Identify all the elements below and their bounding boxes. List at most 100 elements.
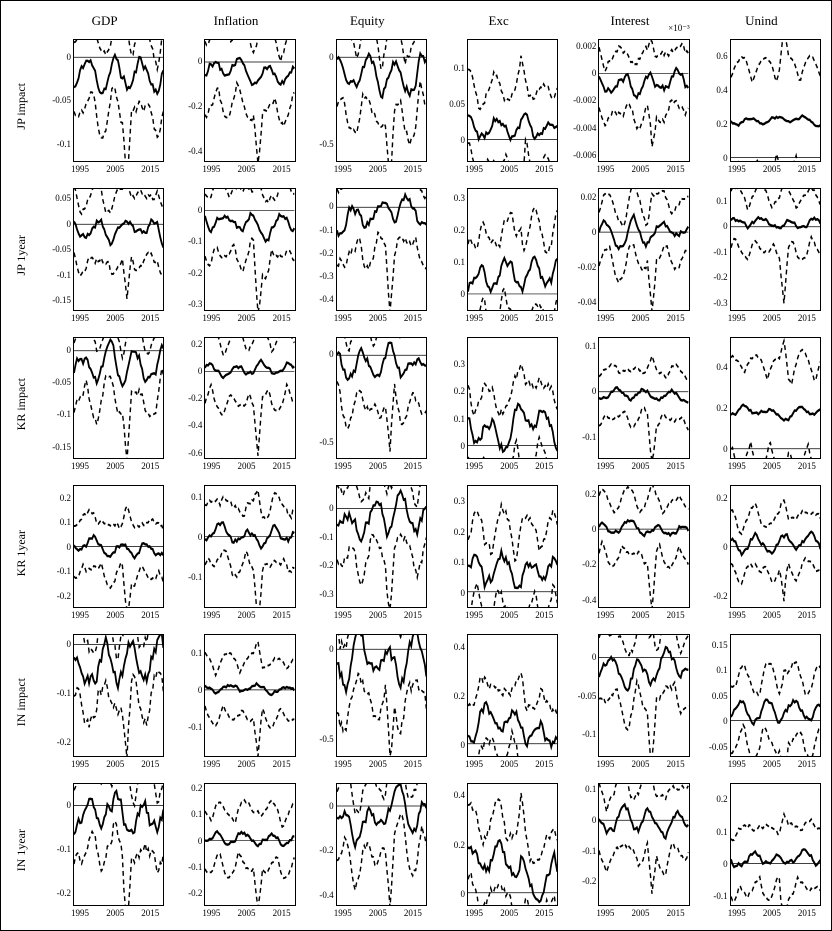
- ytick-label: -0.04: [578, 297, 597, 307]
- ytick-label: -0.05: [709, 742, 728, 752]
- ytick-label: 0: [198, 836, 203, 846]
- panel-JP_impact-exc: 0.10.050199520052015: [437, 35, 560, 178]
- ytick-label: 0: [67, 219, 72, 229]
- ytick-label: -0.2: [57, 888, 71, 898]
- panel-IN_impact-inflation: 0.10-0.1199520052015: [174, 630, 297, 773]
- xtick-label: 2005: [763, 610, 781, 620]
- xtick-label: 1995: [728, 461, 746, 471]
- xtick-label: 2015: [535, 759, 553, 769]
- xtick-label: 1995: [465, 313, 483, 323]
- ytick-label: 0.1: [191, 648, 202, 658]
- ytick-label: -0.1: [57, 409, 71, 419]
- ytick-label: 0.05: [712, 691, 728, 701]
- ytick-label: 0: [67, 639, 72, 649]
- xtick-label: 2005: [632, 759, 650, 769]
- xtick-label: 1995: [202, 610, 220, 620]
- xtick-label: 2005: [632, 610, 650, 620]
- xtick-label: 2015: [141, 759, 159, 769]
- ytick-label: 0: [592, 652, 597, 662]
- xtick-label: 1995: [334, 164, 352, 174]
- xtick-label: 2005: [500, 461, 518, 471]
- ytick-label: -0.3: [319, 589, 333, 599]
- ytick-label: -0.2: [319, 845, 333, 855]
- ytick-label: -0.5: [319, 734, 333, 744]
- xtick-label: 2005: [369, 461, 387, 471]
- ytick-label: 0: [461, 289, 466, 299]
- ytick-label: 0: [461, 740, 466, 750]
- xtick-label: 2015: [404, 313, 422, 323]
- xtick-label: 2005: [106, 461, 124, 471]
- xtick-label: 2015: [404, 908, 422, 918]
- ytick-label: -0.1: [57, 270, 71, 280]
- xtick-label: 2005: [763, 908, 781, 918]
- xtick-label: 2005: [238, 461, 256, 471]
- ytick-label: -0.1: [188, 236, 202, 246]
- xtick-label: 1995: [334, 610, 352, 620]
- panel-KR_impact-gdp: 0-0.05-0.1-0.15199520052015: [43, 333, 166, 476]
- ytick-label: 0: [198, 366, 203, 376]
- ytick-label: -0.2: [57, 737, 71, 747]
- xtick-label: 2015: [404, 759, 422, 769]
- xtick-label: 1995: [596, 908, 614, 918]
- ytick-label: -0.1: [57, 566, 71, 576]
- xtick-label: 2015: [273, 908, 291, 918]
- panel-KR_1year-exc: 0.30.20.10199520052015: [437, 481, 560, 624]
- xtick-label: 2005: [632, 164, 650, 174]
- ytick-label: -0.05: [52, 244, 71, 254]
- ytick-label: 0.2: [191, 783, 202, 793]
- xtick-label: 2005: [500, 908, 518, 918]
- xtick-label: 2015: [404, 164, 422, 174]
- ytick-label: 0: [592, 386, 597, 396]
- ytick-label: 0: [723, 153, 728, 163]
- xtick-label: 2005: [106, 759, 124, 769]
- panel-KR_1year-gdp: 0.20.10-0.1-0.2199520052015: [43, 481, 166, 624]
- panel-IN_1year-inflation: 0.20.10-0.1-0.2199520052015: [174, 779, 297, 922]
- xtick-label: 2005: [369, 759, 387, 769]
- ytick-label: 0.6: [716, 51, 727, 61]
- row-header-JP_impact: JP impact: [15, 83, 28, 130]
- xtick-label: 2015: [798, 610, 816, 620]
- xtick-label: 2015: [798, 164, 816, 174]
- panel-JP_1year-gdp: 0.050-0.05-0.1-0.15199520052015: [43, 184, 166, 327]
- xtick-label: 2005: [763, 461, 781, 471]
- panel-KR_impact-interest: 0.10-0.1199520052015: [568, 333, 691, 476]
- panel-JP_1year-exc: 0.30.20.10199520052015: [437, 184, 560, 327]
- ytick-label: -0.1: [188, 572, 202, 582]
- ytick-label: 0.2: [454, 840, 465, 850]
- ytick-label: -0.2: [188, 268, 202, 278]
- ytick-label: -0.1: [57, 139, 71, 149]
- ytick-label: 0: [67, 345, 72, 355]
- xtick-label: 2015: [667, 908, 685, 918]
- xtick-label: 2005: [500, 164, 518, 174]
- ytick-label: 0: [198, 685, 203, 695]
- xtick-label: 1995: [71, 908, 89, 918]
- ytick-label: 0: [198, 56, 203, 66]
- ytick-label: -0.05: [578, 691, 597, 701]
- ytick-label: 0: [67, 800, 72, 810]
- ytick-label: -0.6: [188, 448, 202, 458]
- ytick-label: 0.3: [454, 496, 465, 506]
- xtick-label: 2005: [238, 908, 256, 918]
- panel-KR_impact-exc: 0.30.20.10199520052015: [437, 333, 560, 476]
- panel-IN_impact-exc: 0.40.20199520052015: [437, 630, 560, 773]
- ytick-label: 0.1: [191, 492, 202, 502]
- col-header-gdp: GDP: [43, 13, 166, 29]
- ytick-label: 0.2: [454, 691, 465, 701]
- ytick-label: 0.3: [454, 359, 465, 369]
- xtick-label: 2015: [535, 610, 553, 620]
- panel-JP_impact-interest: 0.0020-0.002-0.004-0.006199520052015×10⁻…: [568, 35, 691, 178]
- row-header-JP_1year: JP 1year: [15, 235, 28, 276]
- xtick-label: 2015: [798, 908, 816, 918]
- ytick-label: -0.2: [319, 248, 333, 258]
- ytick-label: -0.004: [573, 123, 596, 133]
- panel-IN_impact-equity: 0-0.5199520052015: [306, 630, 429, 773]
- xtick-label: 2015: [273, 313, 291, 323]
- ytick-label: -0.2: [57, 591, 71, 601]
- ytick-label: -0.05: [52, 95, 71, 105]
- xtick-label: 2015: [667, 610, 685, 620]
- xtick-label: 2005: [238, 759, 256, 769]
- xtick-label: 1995: [334, 759, 352, 769]
- ytick-label: -0.4: [582, 595, 596, 605]
- ytick-label: -0.2: [319, 560, 333, 570]
- ytick-label: 0.05: [55, 193, 71, 203]
